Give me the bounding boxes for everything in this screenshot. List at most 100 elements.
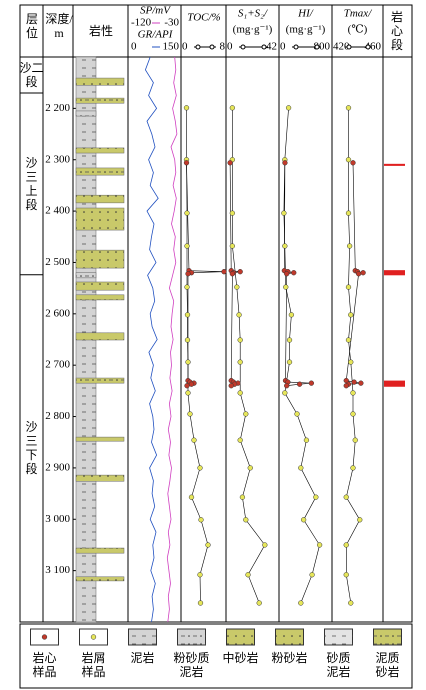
cuttings-point: [187, 411, 193, 417]
core-point: [221, 269, 227, 275]
cuttings-point: [184, 337, 191, 343]
cuttings-point: [188, 494, 195, 500]
legend-label: 粉砂岩: [271, 651, 308, 665]
lithology-pattern: [76, 281, 124, 291]
log-name: GR/API: [138, 29, 174, 41]
cuttings-point: [183, 105, 190, 111]
cuttings-point: [345, 284, 352, 290]
scale-max: 42: [266, 41, 277, 53]
y-tick-label: 2 900: [45, 461, 70, 473]
legend-symbol: [41, 634, 48, 640]
legend-label: 泥岩: [130, 651, 155, 665]
cuttings-point: [237, 337, 243, 343]
lithology-pattern: [76, 147, 124, 154]
cuttings-point: [343, 542, 349, 548]
cuttings-point: [229, 210, 236, 216]
y-tick-label: 2 300: [45, 153, 70, 165]
cuttings-point: [309, 572, 315, 578]
scale-min: 420: [333, 41, 350, 53]
scale-symbol: [240, 44, 246, 50]
cuttings-point: [313, 494, 319, 500]
lithology-pattern: [76, 475, 124, 482]
cuttings-point: [346, 243, 353, 249]
cuttings-point: [185, 359, 191, 365]
lithology-pattern: [76, 272, 96, 278]
cuttings-point: [184, 243, 190, 249]
legend-label: 岩屑样品: [81, 651, 106, 679]
legend-pattern: [324, 629, 353, 645]
cuttings-line: [186, 107, 209, 604]
core-point: [351, 379, 357, 385]
legend-pattern: [177, 629, 206, 645]
log-curve: [144, 56, 159, 623]
core-point: [343, 383, 349, 389]
strat-label: 沙二段: [19, 60, 44, 89]
core-point: [188, 381, 195, 387]
log-scale-min: 0: [131, 41, 137, 53]
cuttings-point: [283, 284, 289, 290]
cuttings-point: [285, 105, 292, 111]
legend-pattern: [373, 629, 402, 645]
scale-symbol: [314, 44, 320, 50]
cuttings-point: [184, 210, 190, 216]
core-interval: [384, 163, 405, 166]
scale-symbol: [261, 44, 267, 50]
cuttings-point: [256, 600, 262, 606]
cuttings-point: [281, 210, 287, 216]
scale-symbol: [293, 44, 299, 50]
y-tick-label: 2 600: [45, 307, 70, 319]
legend-symbol: [90, 634, 97, 640]
cuttings-point: [245, 572, 251, 578]
cuttings-point: [303, 437, 310, 443]
core-point: [185, 271, 191, 277]
cuttings-point: [184, 284, 190, 290]
cuttings-point: [243, 411, 249, 417]
cuttings-point: [348, 600, 354, 606]
legend-label: 中砂岩: [222, 651, 259, 665]
lithology-pattern: [76, 98, 124, 104]
core-point: [308, 380, 315, 386]
core-point: [350, 160, 356, 166]
y-tick-label: 2 500: [45, 256, 70, 268]
cuttings-point: [350, 390, 356, 396]
cuttings-point: [229, 105, 236, 111]
cuttings-point: [282, 390, 288, 396]
cuttings-point: [298, 465, 304, 471]
log-scale-min: -120: [131, 17, 152, 29]
cuttings-point: [184, 312, 191, 318]
header-depth: 深度/m: [45, 12, 73, 40]
scale-min: 0: [182, 41, 188, 53]
y-tick-label: 2 800: [45, 410, 70, 422]
cuttings-point: [348, 359, 354, 365]
scale-symbol: [365, 44, 371, 50]
lithology-pattern: [76, 437, 124, 442]
cuttings-point: [262, 542, 268, 548]
cuttings-point: [286, 359, 293, 365]
cuttings-point: [229, 243, 236, 249]
cuttings-point: [205, 542, 211, 548]
lithology-pattern: [76, 208, 124, 231]
scale-min: 0: [280, 41, 286, 53]
track-label: HI/: [297, 8, 314, 20]
cuttings-point: [239, 494, 246, 500]
scale-max: 800: [314, 41, 331, 53]
core-interval: [384, 270, 405, 276]
cuttings-point: [343, 494, 349, 500]
header-strat: 层位: [25, 12, 38, 40]
scale-max: 8: [220, 41, 226, 53]
cuttings-point: [343, 572, 349, 578]
cuttings-point: [286, 337, 293, 343]
cuttings-point: [237, 437, 243, 443]
track-label: TOC/%: [187, 12, 220, 24]
track-unit: (℃): [348, 24, 368, 36]
log-scale-max: -30: [164, 17, 179, 29]
header-lith: 岩性: [88, 24, 113, 38]
cuttings-point: [197, 600, 204, 606]
cuttings-point: [345, 157, 352, 163]
cuttings-point: [298, 600, 304, 606]
lithology-pattern: [76, 378, 124, 384]
lithology-pattern: [76, 250, 124, 269]
track-label: S₁+S₂/: [238, 8, 268, 20]
cuttings-point: [300, 517, 307, 523]
cuttings-point: [191, 437, 197, 443]
